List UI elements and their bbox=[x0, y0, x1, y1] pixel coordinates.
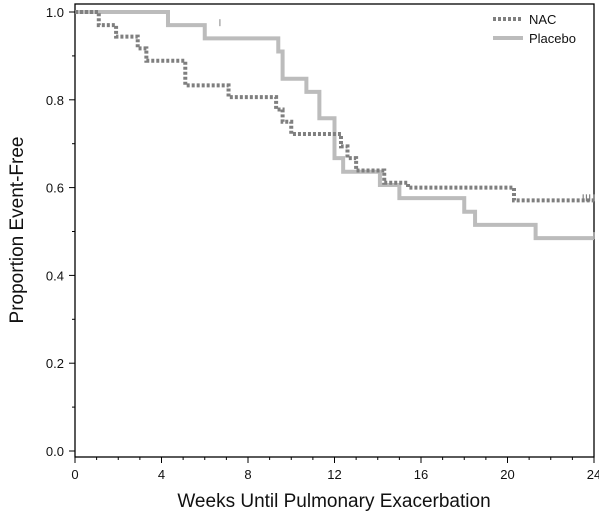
y-tick-label: 0.2 bbox=[46, 356, 64, 371]
y-tick-label: 0.6 bbox=[46, 181, 64, 196]
y-tick-label: 0.4 bbox=[46, 268, 64, 283]
y-tick-label: 0.8 bbox=[46, 93, 64, 108]
x-tick-label: 16 bbox=[414, 467, 428, 482]
x-tick-label: 0 bbox=[71, 467, 78, 482]
x-tick-label: 20 bbox=[500, 467, 514, 482]
x-axis-label: Weeks Until Pulmonary Exacerbation bbox=[177, 491, 490, 512]
censor-marks bbox=[219, 19, 595, 240]
y-tick-label: 0.0 bbox=[46, 444, 64, 459]
x-tick-label: 24 bbox=[587, 467, 599, 482]
y-tick-label: 1.0 bbox=[46, 5, 64, 20]
curve-placebo bbox=[75, 10, 594, 241]
legend-label-nac: NAC bbox=[529, 12, 556, 27]
curve-nac bbox=[75, 10, 594, 203]
x-tick-label: 12 bbox=[327, 467, 341, 482]
survival-curves bbox=[75, 10, 594, 241]
x-tick-label: 8 bbox=[244, 467, 251, 482]
legend-label-placebo: Placebo bbox=[529, 31, 576, 46]
plot-frame bbox=[74, 3, 595, 458]
y-axis: 0.0 0.2 0.4 0.6 0.8 1.0 bbox=[46, 5, 75, 459]
x-tick-label: 4 bbox=[158, 467, 165, 482]
y-axis-label: Proportion Event-Free bbox=[7, 137, 28, 324]
legend: NAC Placebo bbox=[493, 12, 576, 46]
x-axis: 0 4 8 12 16 20 24 bbox=[71, 457, 599, 482]
